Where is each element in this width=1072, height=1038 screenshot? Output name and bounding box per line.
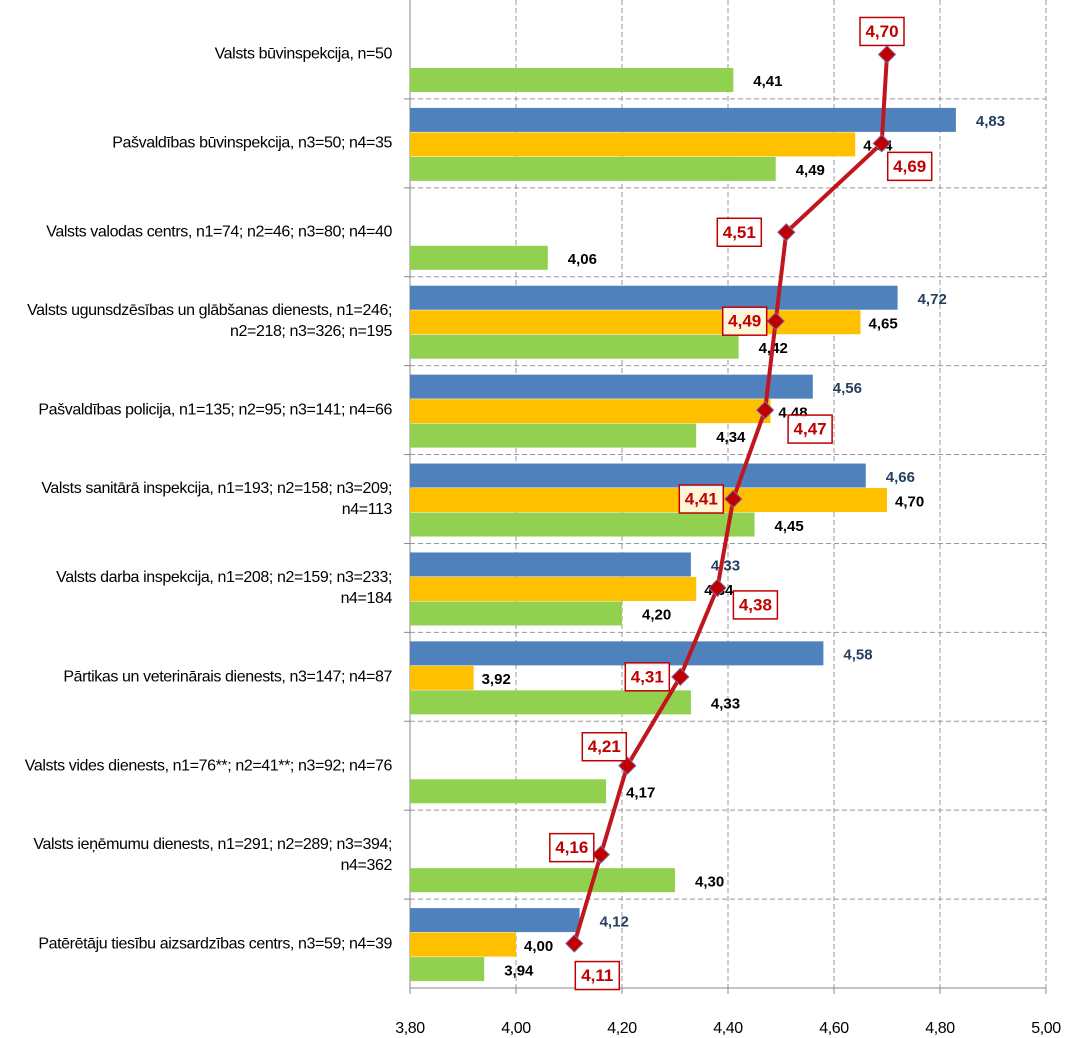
line-label-box (721, 306, 768, 336)
bar (410, 779, 607, 804)
bar (410, 374, 813, 399)
line-value-label: 4,21 (588, 737, 621, 756)
bar (410, 156, 776, 181)
bar-value-label: 3,92 (482, 671, 511, 688)
bar-value-label: 4,17 (626, 784, 655, 801)
bar (410, 957, 485, 982)
x-tick-label: 3,80 (395, 1020, 425, 1037)
line-value-label: 4,51 (723, 223, 756, 242)
bar-value-label: 4,58 (843, 647, 872, 664)
line-label-box (581, 731, 628, 762)
bar-value-label: 4,83 (976, 113, 1005, 130)
line-marker (777, 223, 796, 242)
line-value-label: 4,47 (794, 420, 827, 439)
bar-value-label: 4,49 (796, 162, 825, 179)
category-label: Patērētāju tiesību aizsardzības centrs, … (38, 935, 392, 953)
bar-value-label: 4,70 (895, 493, 924, 510)
category-label: Valsts vides dienests, n1=76**; n2=41**;… (24, 757, 393, 775)
bar (410, 868, 675, 893)
line-label-box (732, 590, 779, 620)
bar (410, 285, 898, 310)
bar (410, 665, 474, 690)
category-label: Valsts ieņēmumu dienests, n1=291; n2=289… (33, 835, 392, 874)
bar-value-label: 4,41 (753, 73, 782, 90)
bar-value-label: 3,94 (504, 962, 534, 979)
line-value-label: 4,49 (728, 312, 761, 331)
line-marker (671, 667, 690, 687)
x-tick-label: 5,00 (1031, 1020, 1061, 1037)
bar (410, 132, 856, 157)
line-marker (755, 400, 775, 420)
bar (410, 690, 691, 715)
bar (410, 601, 622, 626)
line-marker (708, 578, 727, 598)
bar-value-label: 4,45 (775, 518, 804, 535)
bar-value-label: 4,66 (886, 469, 915, 486)
bar (410, 310, 861, 335)
bar-value-label: 4,06 (568, 251, 597, 268)
line-marker (766, 311, 785, 331)
category-label: Valsts valodas centrs, n1=74; n2=46; n3=… (46, 223, 392, 241)
line-value-label: 4,69 (893, 157, 926, 176)
bar-value-label: 4,56 (833, 380, 862, 397)
bar (410, 552, 691, 577)
line-value-label: 4,38 (739, 595, 772, 614)
line-label-box (886, 151, 933, 182)
line-label-box (787, 414, 833, 444)
bar-value-label: 4,12 (600, 913, 629, 930)
bar (410, 463, 866, 488)
line-value-label: 4,11 (581, 966, 613, 985)
line-label-box (624, 662, 671, 692)
x-tick-label: 4,00 (501, 1020, 531, 1037)
category-label: Valsts ugunsdzēsības un glābšanas dienes… (27, 302, 392, 341)
line-label-box (678, 484, 725, 514)
x-tick-label: 4,40 (713, 1020, 743, 1037)
bar (410, 908, 580, 933)
line-marker (877, 45, 897, 64)
line-value-label: 4,16 (555, 838, 588, 857)
bar-value-label: 4,65 (869, 315, 898, 332)
bar (410, 334, 739, 359)
line-marker (565, 934, 584, 953)
bar (410, 423, 697, 448)
bar (410, 68, 734, 92)
x-tick-label: 4,20 (607, 1020, 637, 1037)
bar (410, 245, 548, 270)
bar (410, 107, 956, 132)
line-label-box (574, 960, 621, 991)
line-marker (872, 134, 891, 153)
line-label-box (716, 217, 763, 248)
bar (410, 488, 887, 513)
category-label: Pašvaldības policija, n1=135; n2=95; n3=… (38, 401, 392, 419)
bar (410, 399, 771, 424)
bar-value-label: 4,30 (695, 873, 724, 890)
category-label: Valsts darba inspekcija, n1=208; n2=159;… (56, 568, 392, 607)
line-marker (724, 489, 743, 509)
line-label-box (549, 832, 595, 863)
line-label-box (859, 16, 905, 47)
bar (410, 512, 755, 537)
category-label: Pašvaldības būvinspekcija, n3=50; n4=35 (112, 134, 392, 152)
line-value-label: 4,31 (631, 667, 664, 686)
bar (410, 932, 516, 957)
line-marker (591, 845, 610, 864)
x-tick-label: 4,80 (925, 1020, 955, 1037)
bar-value-label: 4,20 (642, 607, 671, 624)
category-label: Pārtikas un veterinārais dienests, n3=14… (63, 668, 392, 686)
bar-value-label: 4,34 (716, 429, 746, 446)
line-value-label: 4,70 (865, 22, 898, 41)
bar (410, 641, 824, 666)
x-tick-label: 4,60 (819, 1020, 849, 1037)
category-label: Valsts sanitārā inspekcija, n1=193; n2=1… (41, 480, 392, 518)
bar-value-label: 4,72 (918, 291, 947, 308)
bar-value-label: 4,00 (524, 938, 553, 955)
bar (410, 576, 697, 601)
bar-value-label: 4,33 (711, 696, 740, 713)
bar-value-label: 4,33 (711, 558, 740, 575)
line-value-label: 4,41 (685, 489, 718, 508)
category-label: Valsts būvinspekcija, n=50 (214, 45, 393, 63)
line-marker (618, 756, 637, 775)
